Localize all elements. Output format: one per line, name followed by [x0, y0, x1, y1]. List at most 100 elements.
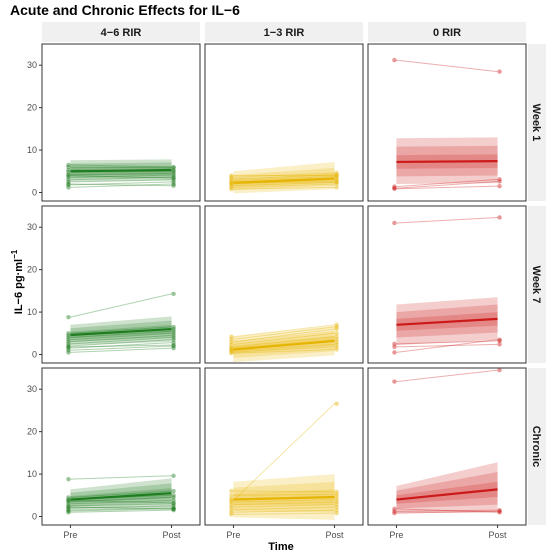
individual-point-post-8 [171, 328, 176, 334]
individual-line-8 [70, 490, 172, 498]
individual-point-post-8 [171, 488, 176, 494]
individual-point-post-9 [171, 164, 176, 170]
individual-line-11 [70, 499, 172, 504]
panel-background [42, 44, 200, 201]
individual-point-pre-6 [66, 499, 71, 504]
individual-point-post-11 [171, 500, 176, 506]
x-axis-title: Time [268, 541, 293, 553]
individual-point-post-6 [334, 331, 339, 336]
individual-line-2 [396, 508, 498, 513]
individual-line-2 [70, 507, 172, 511]
mean-line [396, 317, 498, 326]
individual-line-1 [70, 347, 172, 353]
individual-point-pre-0 [392, 57, 397, 63]
individual-point-pre-1 [66, 510, 71, 515]
individual-point-pre-5 [229, 178, 234, 183]
mean-line [396, 488, 498, 501]
column-strip-label-0: 4−6 RIR [101, 27, 142, 39]
individual-point-post-8 [334, 492, 339, 497]
individual-point-pre-9 [229, 180, 234, 186]
ci-band-1 [233, 167, 335, 190]
individual-point-pre-3 [392, 186, 397, 191]
individual-point-pre-2 [66, 507, 71, 513]
individual-point-pre-3 [66, 505, 71, 511]
individual-line-7 [233, 172, 335, 178]
individual-point-post-0 [334, 185, 339, 190]
individual-point-post-3 [334, 177, 339, 182]
individual-line-3 [70, 505, 172, 509]
individual-line-1 [396, 509, 498, 512]
column-strip-1 [205, 22, 363, 42]
mean-line [233, 177, 335, 184]
individual-point-pre-7 [229, 339, 234, 344]
y-tick-label-0-10: 10 [27, 145, 37, 155]
individual-point-pre-2 [66, 348, 71, 353]
individual-line-10 [70, 326, 172, 334]
individual-line-10 [70, 175, 172, 179]
ci-band-1 [70, 483, 172, 507]
panel-background [368, 206, 526, 363]
individual-line-0 [70, 293, 172, 318]
individual-point-post-1 [171, 345, 176, 351]
ci-band-2 [70, 316, 172, 346]
individual-point-pre-8 [66, 164, 71, 170]
individual-point-pre-4 [66, 343, 71, 349]
panel-border [204, 367, 364, 526]
individual-point-post-4 [334, 175, 339, 181]
individual-point-pre-3 [229, 181, 234, 187]
strips-layer: 4−6 RIR 1−3 RIR 0 RIR Week 1 Week 7 Chronic [42, 22, 546, 525]
individual-point-pre-0 [66, 476, 71, 482]
individual-line-2 [70, 179, 172, 183]
panel-border [204, 43, 364, 202]
panel-2-2 [367, 367, 527, 526]
ci-band-2 [70, 478, 172, 510]
individual-line-0 [396, 216, 498, 224]
individual-point-post-0 [497, 215, 502, 220]
y-tick-label-0-0: 0 [32, 188, 37, 198]
individual-point-pre-1 [66, 350, 71, 355]
individual-point-post-9 [334, 489, 339, 495]
individual-point-post-5 [334, 334, 339, 339]
individual-point-pre-0 [66, 314, 71, 320]
individual-point-post-9 [334, 322, 339, 328]
individual-line-8 [233, 326, 335, 340]
individual-line-5 [233, 336, 335, 348]
individual-point-pre-2 [392, 506, 397, 512]
ci-band-2 [396, 462, 498, 514]
y-tick-label-0-30: 30 [27, 60, 37, 70]
individual-line-5 [70, 172, 172, 176]
individual-line-2 [396, 178, 498, 188]
panel-background [42, 368, 200, 525]
individual-point-post-2 [171, 177, 176, 182]
individual-line-3 [233, 179, 335, 185]
individual-line-1 [396, 180, 498, 189]
individual-point-pre-10 [66, 504, 71, 510]
individual-point-pre-1 [392, 186, 397, 191]
y-axis-title-main: IL−6 pg·ml [13, 259, 25, 314]
column-strip-2 [368, 22, 526, 42]
individual-line-9 [70, 508, 172, 512]
individual-point-pre-2 [229, 510, 234, 515]
individual-point-post-3 [171, 175, 176, 180]
individual-line-8 [70, 330, 172, 339]
individual-point-post-0 [334, 347, 339, 352]
individual-point-post-3 [334, 339, 339, 344]
individual-point-pre-1 [66, 182, 71, 188]
individual-line-3 [233, 506, 335, 511]
individual-point-post-2 [497, 510, 502, 515]
individual-point-pre-0 [229, 498, 234, 503]
panel-border [41, 43, 201, 202]
individual-point-post-9 [334, 179, 339, 184]
individual-point-pre-2 [392, 344, 397, 350]
column-strip-label-2: 0 RIR [433, 27, 461, 39]
individual-point-post-4 [334, 337, 339, 342]
y-tick-label-2-20: 20 [27, 427, 37, 437]
individual-point-pre-5 [229, 502, 234, 507]
individual-line-2 [396, 343, 498, 348]
individual-line-9 [233, 490, 335, 493]
individual-point-pre-6 [229, 176, 234, 182]
individual-line-5 [233, 175, 335, 182]
individual-point-pre-4 [229, 504, 234, 510]
y-axis-title: IL−6 pg·ml−1 [10, 249, 25, 314]
individual-line-10 [70, 506, 172, 510]
